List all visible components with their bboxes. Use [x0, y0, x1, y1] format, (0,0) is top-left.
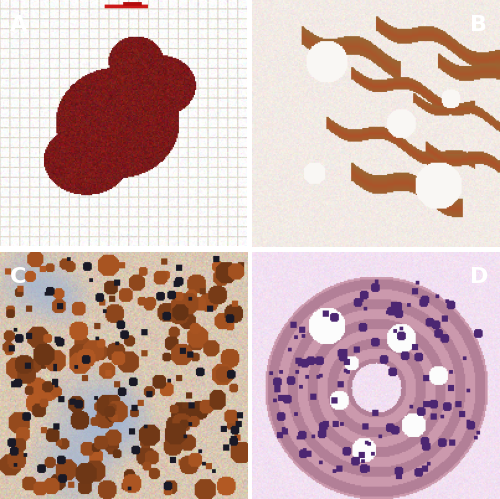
Text: A: A	[10, 15, 27, 35]
Text: B: B	[470, 15, 488, 35]
Text: D: D	[470, 267, 488, 287]
Text: C: C	[10, 267, 26, 287]
